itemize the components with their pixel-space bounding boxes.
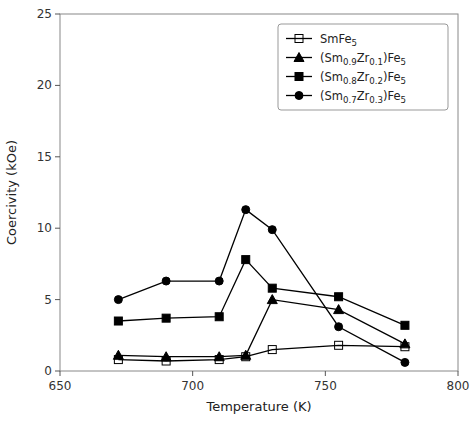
y-tick	[55, 14, 60, 15]
point	[161, 352, 171, 361]
y-tick-label: 10	[37, 221, 52, 235]
x-tick	[325, 371, 326, 376]
point	[401, 358, 409, 366]
y-tick	[55, 156, 60, 157]
legend-swatch-marker	[295, 92, 303, 100]
point	[335, 341, 343, 349]
point	[241, 350, 251, 359]
legend-swatch-line	[286, 38, 312, 39]
series-line	[118, 260, 405, 326]
point	[267, 295, 277, 304]
point	[268, 284, 276, 292]
point	[242, 206, 250, 214]
y-tick	[55, 228, 60, 229]
plot-area	[113, 206, 410, 367]
legend-frame	[278, 24, 448, 110]
legend-swatch-marker	[295, 73, 303, 81]
point	[335, 323, 343, 331]
legend-swatch-marker	[294, 53, 304, 62]
legend: SmFe5 (Sm0.9Zr0.1)Fe5 (Sm0.8Zr0.2)Fe5 (Sm0.…	[278, 24, 448, 110]
point	[215, 277, 223, 285]
y-tick-label: 20	[37, 78, 52, 92]
series-line	[118, 345, 405, 361]
point	[215, 313, 223, 321]
x-tick	[458, 371, 459, 376]
legend-label: (Sm0.8Zr0.2)Fe5	[320, 70, 406, 86]
x-tick-label: 700	[181, 379, 204, 393]
y-tick	[55, 371, 60, 372]
point	[335, 293, 343, 301]
point	[214, 352, 224, 361]
chart: 650 700 750 800 0 5 10 15 20 25 Temperature (K) Coe…	[0, 0, 474, 423]
series-line	[118, 300, 405, 357]
series-line	[118, 210, 405, 363]
point	[113, 350, 123, 359]
x-tick-label: 800	[447, 379, 470, 393]
y-tick-label: 25	[37, 7, 52, 21]
point	[114, 317, 122, 325]
y-tick	[55, 85, 60, 86]
legend-label: (Sm0.9Zr0.1)Fe5	[320, 51, 406, 67]
point	[162, 314, 170, 322]
point	[401, 321, 409, 329]
legend-label: SmFe5	[320, 32, 357, 48]
y-tick-label: 5	[44, 293, 52, 307]
point	[162, 277, 170, 285]
point	[400, 339, 410, 348]
y-tick	[55, 299, 60, 300]
plot-frame	[60, 14, 458, 371]
x-axis-label: Temperature (K)	[205, 399, 311, 414]
point	[268, 226, 276, 234]
x-tick-label: 650	[49, 379, 72, 393]
x-tick	[60, 371, 61, 376]
point	[242, 256, 250, 264]
y-tick-label: 15	[37, 150, 52, 164]
y-axis-label: Coercivity (kOe)	[4, 140, 19, 245]
legend-swatch-marker	[295, 35, 303, 43]
y-tick-label: 0	[44, 364, 52, 378]
point	[268, 346, 276, 354]
point	[334, 305, 344, 314]
point	[114, 296, 122, 304]
x-tick	[192, 371, 193, 376]
legend-label: (Sm0.7Zr0.3)Fe5	[320, 89, 406, 105]
x-tick-label: 750	[314, 379, 337, 393]
